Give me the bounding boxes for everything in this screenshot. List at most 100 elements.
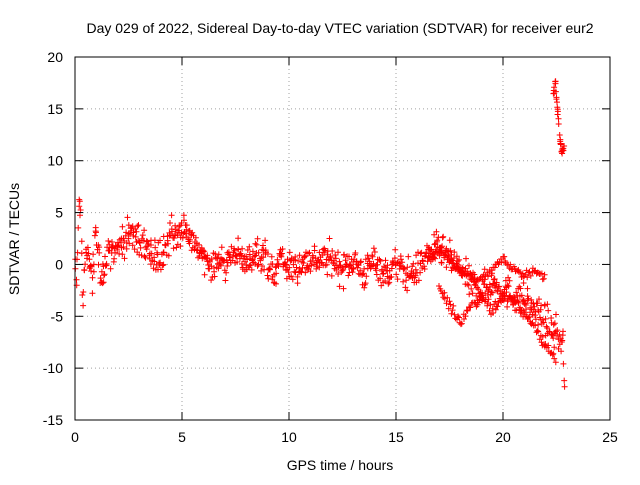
data-point [177, 243, 184, 250]
data-point [111, 255, 118, 262]
data-point [528, 296, 535, 303]
data-point [482, 296, 489, 303]
data-point [255, 249, 262, 256]
data-point [524, 274, 531, 281]
data-point [440, 233, 447, 240]
data-point [476, 276, 483, 283]
data-point [249, 248, 256, 255]
data-point [244, 256, 251, 263]
data-point [438, 287, 444, 294]
data-point [525, 314, 532, 321]
data-point [224, 263, 231, 269]
data-point [371, 249, 378, 255]
data-point [358, 258, 364, 265]
data-point [410, 260, 417, 267]
data-point [123, 229, 130, 236]
data-point [561, 377, 568, 384]
data-point [557, 141, 564, 148]
data-point [201, 248, 208, 255]
data-point [447, 301, 454, 308]
data-point [513, 289, 520, 296]
data-point [246, 243, 253, 250]
data-point [98, 268, 105, 275]
data-point [308, 262, 315, 269]
data-point [223, 269, 230, 276]
data-point [379, 266, 386, 273]
data-point [532, 312, 538, 319]
data-point [278, 253, 285, 260]
data-point [235, 246, 242, 253]
data-point [527, 272, 534, 279]
data-point [328, 272, 335, 279]
data-point [129, 242, 136, 249]
data-point [451, 311, 458, 318]
data-point [558, 348, 565, 355]
data-point [532, 322, 539, 329]
data-point [145, 240, 152, 247]
data-point [491, 276, 498, 282]
data-point [370, 245, 377, 252]
data-point [167, 220, 173, 226]
x-tick-label: 20 [495, 429, 511, 445]
data-point [74, 249, 81, 256]
data-point [342, 257, 349, 264]
data-point [296, 252, 303, 259]
data-point [286, 264, 293, 271]
data-point [279, 246, 286, 252]
data-point [101, 271, 108, 278]
data-point [536, 296, 542, 303]
data-point [273, 270, 280, 277]
x-axis-label: GPS time / hours [287, 457, 394, 473]
data-point [268, 253, 275, 260]
data-point [157, 266, 164, 273]
data-point [439, 234, 446, 241]
data-point [360, 270, 367, 277]
data-point [247, 262, 254, 269]
data-point [365, 255, 372, 262]
data-point [332, 255, 339, 262]
data-point [446, 298, 453, 305]
data-point [501, 253, 508, 260]
data-point [496, 283, 503, 290]
data-point [259, 263, 265, 269]
data-point [486, 281, 493, 288]
data-point [239, 245, 246, 252]
data-point [211, 273, 218, 280]
data-point [508, 295, 515, 302]
data-point [324, 271, 331, 278]
data-point [323, 261, 330, 268]
data-point [398, 256, 404, 263]
data-point [446, 237, 453, 244]
data-point [218, 244, 225, 251]
data-point [554, 327, 561, 334]
data-point [417, 250, 424, 257]
data-point [529, 319, 536, 326]
data-point [436, 283, 442, 289]
data-point [119, 223, 126, 230]
data-point [404, 287, 411, 294]
data-point [556, 132, 563, 138]
data-point [378, 282, 385, 289]
data-point [382, 278, 389, 284]
data-point [96, 249, 103, 256]
data-point [466, 291, 473, 298]
data-point [379, 271, 386, 277]
data-point [391, 255, 398, 262]
data-point [458, 320, 465, 327]
data-point [544, 325, 551, 331]
data-point [133, 228, 140, 235]
data-point [551, 344, 558, 351]
data-point [412, 272, 419, 279]
data-point [388, 273, 395, 280]
x-tick-label: 10 [281, 429, 297, 445]
data-point [433, 228, 440, 235]
data-point [88, 268, 95, 275]
data-point [87, 262, 94, 269]
data-points [72, 78, 568, 390]
data-point [434, 237, 441, 244]
data-point [258, 267, 265, 274]
data-point [105, 238, 112, 244]
y-tick-label: -10 [43, 360, 63, 376]
data-point [494, 303, 501, 310]
data-point [196, 241, 202, 248]
